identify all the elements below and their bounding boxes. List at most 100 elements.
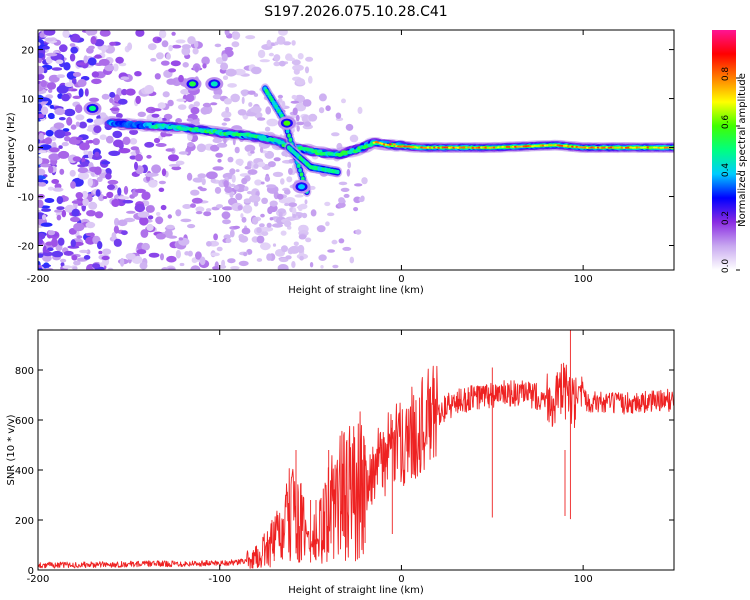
noise-speck (60, 258, 67, 263)
figure-title: S197.2026.075.10.28.C41 (264, 4, 447, 20)
noise-speck (256, 258, 263, 262)
ridge-cell (650, 146, 654, 149)
noise-speck (94, 166, 102, 175)
ridge-cell (624, 146, 628, 149)
noise-speck (72, 95, 82, 100)
noise-speck (87, 150, 93, 159)
noise-speck (49, 147, 60, 153)
noise-speck (187, 250, 193, 257)
noise-speck (278, 60, 286, 67)
noise-speck (168, 163, 181, 167)
noise-speck (210, 178, 216, 184)
ridge-cell (642, 146, 646, 149)
noise-speck (158, 180, 166, 185)
noise-speck (354, 183, 363, 187)
noise-speck (69, 53, 76, 62)
noise-speck (302, 99, 312, 107)
noise-speck (101, 160, 111, 165)
noise-speck (69, 43, 76, 47)
noise-speck (190, 106, 200, 115)
ridge-cell (424, 146, 428, 149)
ridge-cell (488, 146, 492, 149)
noise-speck (267, 161, 276, 168)
noise-speck (168, 44, 173, 52)
noise-speck (221, 206, 234, 211)
noise-speck (113, 238, 122, 247)
noise-speck (129, 129, 139, 136)
noise-speck (137, 111, 146, 118)
noise-speck (221, 53, 228, 62)
noise-speck (195, 251, 202, 260)
noise-speck (305, 237, 312, 243)
noise-speck (38, 113, 45, 119)
ridge-cell (550, 144, 554, 147)
noise-speck (235, 169, 240, 173)
noise-speck (85, 232, 95, 237)
noise-speck (119, 257, 125, 267)
noise-speck (237, 205, 243, 211)
colorbar-tick-label: 0.0 (721, 259, 731, 274)
noise-speck (61, 93, 70, 102)
noise-speck (41, 264, 51, 268)
noise-speck (276, 193, 284, 200)
noise-speck (47, 230, 56, 236)
branch-cell (287, 133, 291, 138)
snr-ticks: -200 -100 0 100 0 200 400 600 800 (15, 330, 674, 585)
noise-speck (58, 117, 66, 121)
noise-speck (253, 201, 259, 207)
noise-speck (304, 199, 308, 205)
noise-speck (197, 173, 207, 179)
ridge-cell (541, 144, 545, 147)
noise-speck (42, 45, 50, 50)
spectral-blob (210, 81, 218, 87)
noise-speck (210, 252, 220, 257)
noise-speck (122, 199, 134, 204)
noise-speck (71, 210, 80, 217)
noise-speck (221, 211, 231, 220)
noise-speck (295, 114, 300, 122)
noise-speck (266, 253, 272, 261)
ridge-cell (637, 146, 641, 149)
noise-speck (265, 106, 272, 115)
noise-speck (136, 249, 147, 255)
noise-speck (38, 267, 44, 270)
noise-speck (161, 168, 167, 177)
noise-speck (84, 88, 89, 97)
x-tick-label: 0 (398, 274, 404, 285)
noise-speck (83, 255, 91, 260)
ridge-cell (614, 146, 618, 149)
noise-speck (201, 56, 210, 65)
noise-speck (164, 229, 173, 239)
noise-speck (248, 195, 261, 203)
noise-speck (242, 204, 253, 214)
noise-speck (241, 96, 245, 105)
noise-speck (269, 200, 278, 207)
noise-speck (255, 191, 260, 197)
noise-speck (129, 155, 137, 160)
spectral-branch (284, 142, 343, 178)
noise-speck (222, 219, 231, 225)
ridge-cell (661, 146, 665, 149)
noise-speck (42, 251, 54, 257)
noise-speck (73, 260, 81, 266)
noise-speck (224, 30, 230, 36)
noise-speck (87, 124, 96, 130)
noise-speck (215, 152, 223, 158)
noise-speck (75, 104, 83, 114)
noise-speck (117, 196, 130, 200)
ridge-cell (409, 146, 413, 148)
noise-speck (231, 41, 240, 48)
noise-speck (216, 246, 223, 252)
noise-speck (245, 35, 256, 40)
noise-speck (244, 144, 256, 153)
noise-speck (81, 190, 89, 199)
noise-speck (184, 251, 190, 256)
noise-speck (243, 198, 252, 204)
noise-speck (299, 255, 304, 261)
noise-speck (206, 241, 212, 247)
y-tick-label: 10 (21, 95, 34, 106)
x-tick-label: 100 (574, 574, 593, 585)
spectrogram-x-label: Height of straight line (km) (288, 285, 424, 296)
noise-speck (178, 237, 184, 241)
noise-speck (308, 113, 318, 122)
